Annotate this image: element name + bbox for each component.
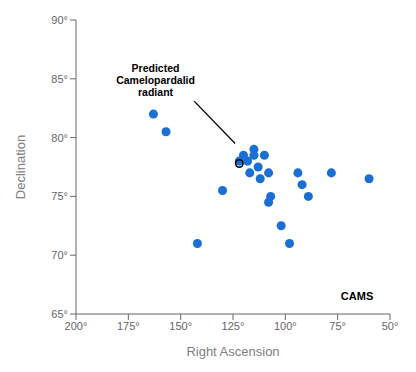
svg-text:50°: 50° [382,320,399,332]
svg-text:70°: 70° [51,249,68,261]
svg-text:Right Ascension: Right Ascension [186,344,279,359]
svg-text:PredictedCamelopardalidradiant: PredictedCamelopardalidradiant [116,62,195,98]
svg-text:65°: 65° [51,308,68,320]
svg-text:200°: 200° [65,320,88,332]
svg-text:CAMS: CAMS [341,290,373,302]
svg-text:90°: 90° [51,14,68,26]
svg-text:85°: 85° [51,73,68,85]
svg-text:75°: 75° [329,320,346,332]
svg-text:100°: 100° [274,320,297,332]
svg-text:Declination: Declination [13,135,28,199]
svg-text:80°: 80° [51,132,68,144]
svg-text:175°: 175° [117,320,140,332]
svg-text:125°: 125° [222,320,245,332]
svg-text:150°: 150° [169,320,192,332]
svg-text:75°: 75° [51,190,68,202]
